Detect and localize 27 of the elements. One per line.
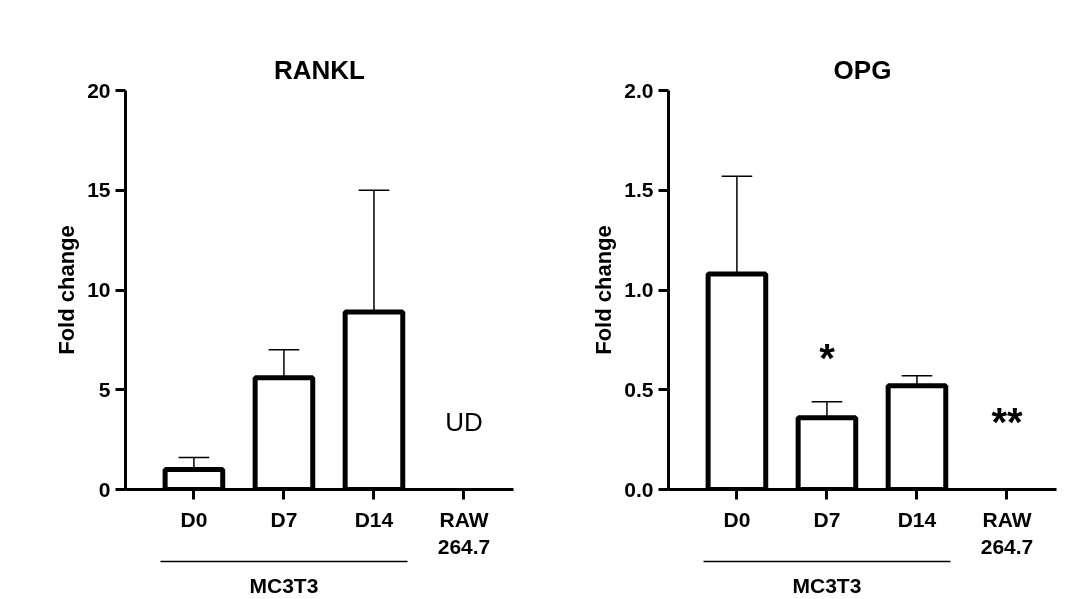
x-tick-label: RAW 264.7: [437, 507, 491, 559]
y-tick-label: 0.5: [624, 377, 654, 401]
y-tick-label: 0.0: [624, 477, 654, 501]
x-tick-label: D0: [180, 507, 208, 531]
y-tick-label: 5: [98, 377, 111, 401]
annotation: **: [991, 399, 1023, 444]
x-tick-label: RAW 264.7: [980, 507, 1034, 559]
chart-title: RANKL: [274, 54, 366, 85]
x-tick-label: D14: [897, 507, 937, 531]
text: MC3T3: [792, 573, 862, 597]
y-tick-label: 2.0: [624, 78, 654, 102]
y-axis-title: Fold change: [591, 225, 617, 355]
text: MC3T3: [249, 573, 319, 597]
y-tick-label: 15: [87, 178, 111, 202]
annotation: UD: [445, 406, 483, 437]
x-tick-label: D7: [813, 507, 841, 531]
y-tick-label: 20: [87, 78, 111, 102]
annotation: *: [819, 335, 836, 380]
x-tick-label: D14: [354, 507, 394, 531]
y-tick-label: 1.0: [624, 278, 654, 301]
y-axis-title: Fold change: [54, 225, 80, 355]
x-tick-label: D0: [723, 507, 751, 531]
y-tick-label: 0: [98, 477, 111, 501]
y-tick-label: 10: [87, 278, 111, 301]
y-tick-label: 1.5: [624, 178, 654, 202]
chart-title: OPG: [833, 54, 892, 85]
x-tick-label: D7: [270, 507, 298, 531]
